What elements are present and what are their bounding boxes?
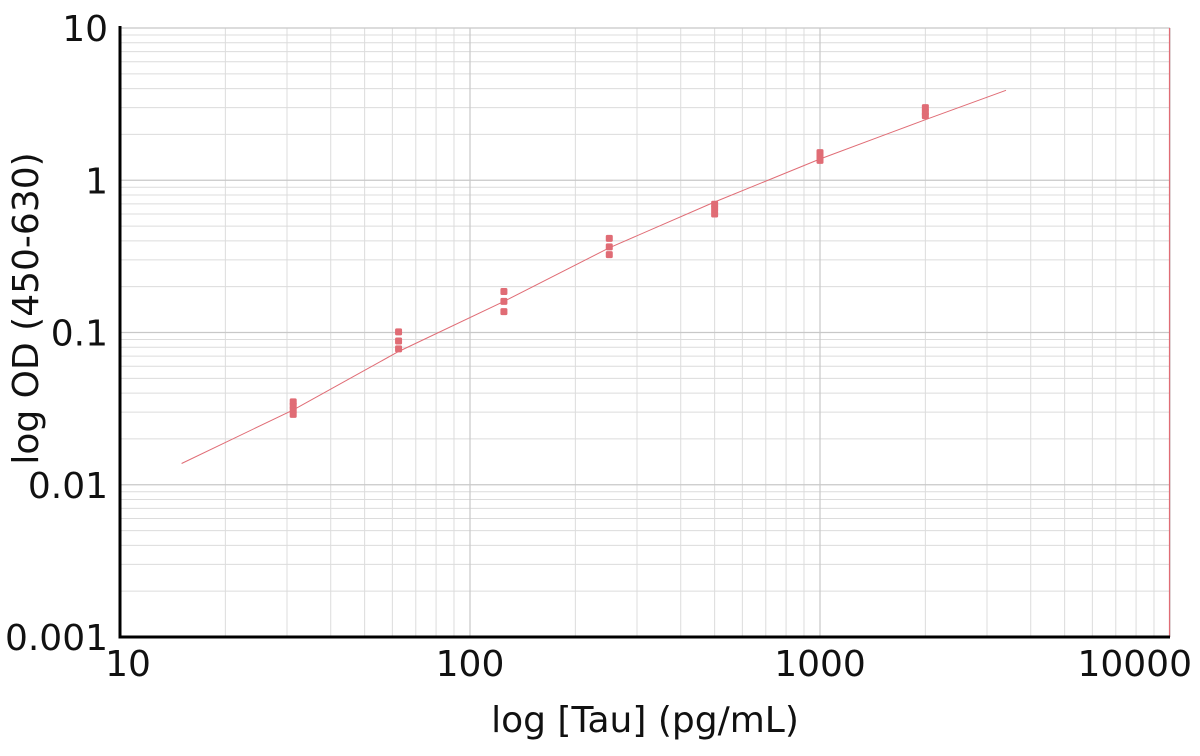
data-point xyxy=(395,345,403,353)
data-point xyxy=(605,251,613,259)
x-tick-label: 10000 xyxy=(1077,644,1192,685)
y-tick-label: 0.01 xyxy=(28,466,108,507)
data-point xyxy=(605,234,613,242)
data-point xyxy=(395,337,403,345)
data-point xyxy=(395,328,403,336)
y-axis-title: log OD (450-630) xyxy=(6,152,47,464)
data-point xyxy=(500,287,508,295)
x-tick-label: 10 xyxy=(105,644,151,685)
y-tick-label: 0.1 xyxy=(51,314,108,355)
y-tick-label: 0.001 xyxy=(5,618,108,659)
data-points xyxy=(289,104,929,418)
data-point xyxy=(816,149,824,157)
x-tick-label: 100 xyxy=(436,644,505,685)
data-point xyxy=(500,297,508,305)
data-point xyxy=(605,243,613,251)
y-tick-label: 1 xyxy=(85,161,108,202)
y-tick-labels: 0.001 0.01 0.1 1 10 xyxy=(5,9,108,659)
data-point xyxy=(289,398,297,406)
y-tick-label: 10 xyxy=(62,9,108,50)
data-point xyxy=(711,200,719,208)
x-tick-label: 1000 xyxy=(774,644,866,685)
x-tick-labels: 10 100 1000 10000 xyxy=(105,644,1192,685)
data-point xyxy=(921,104,929,112)
data-point xyxy=(711,210,719,218)
data-point xyxy=(500,308,508,316)
x-axis-title: log [Tau] (pg/mL) xyxy=(491,700,799,741)
fit-curve xyxy=(181,89,1007,464)
